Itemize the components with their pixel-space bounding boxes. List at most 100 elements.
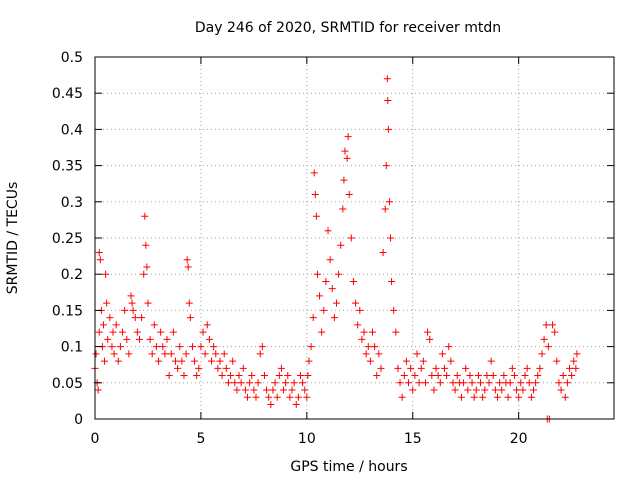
- data-point: [307, 343, 315, 351]
- data-point: [163, 335, 171, 343]
- data-point: [379, 248, 387, 256]
- data-point: [555, 379, 563, 387]
- y-axis-label: SRMTID / TECUs: [5, 182, 21, 295]
- data-point: [169, 328, 177, 336]
- data-point: [116, 343, 124, 351]
- data-point: [483, 372, 491, 380]
- data-point: [143, 263, 151, 271]
- data-point: [104, 335, 112, 343]
- data-point: [438, 350, 446, 358]
- data-point: [544, 343, 552, 351]
- data-point: [428, 372, 436, 380]
- data-point: [557, 386, 565, 394]
- data-point: [119, 328, 127, 336]
- data-point: [354, 321, 362, 329]
- data-point: [155, 357, 163, 365]
- data-point: [407, 364, 415, 372]
- data-point: [441, 364, 449, 372]
- data-point: [570, 357, 578, 365]
- data-point: [326, 256, 334, 264]
- data-point: [121, 306, 129, 314]
- y-tick-label: 0: [74, 412, 83, 428]
- data-point: [141, 212, 149, 220]
- data-point: [186, 314, 194, 322]
- data-point: [398, 393, 406, 401]
- data-point: [222, 364, 230, 372]
- data-point: [231, 379, 239, 387]
- data-point: [519, 386, 527, 394]
- data-point: [375, 350, 383, 358]
- data-point: [185, 299, 193, 307]
- data-point: [430, 386, 438, 394]
- data-point: [205, 335, 213, 343]
- data-point: [273, 393, 281, 401]
- data-point: [536, 364, 544, 372]
- data-point: [496, 379, 504, 387]
- data-point: [449, 379, 457, 387]
- data-point: [108, 343, 116, 351]
- data-point: [157, 328, 165, 336]
- data-point: [366, 357, 374, 365]
- data-point: [309, 314, 317, 322]
- data-point: [392, 328, 400, 336]
- data-point: [341, 147, 349, 155]
- data-point: [292, 401, 300, 409]
- data-point: [506, 379, 514, 387]
- data-point: [436, 379, 444, 387]
- data-point: [159, 343, 167, 351]
- data-point: [451, 386, 459, 394]
- data-point: [322, 277, 330, 285]
- y-tick-label: 0.05: [52, 376, 83, 392]
- data-point: [244, 393, 252, 401]
- data-point: [384, 96, 392, 104]
- data-point: [432, 364, 440, 372]
- data-point: [409, 386, 417, 394]
- data-point: [504, 393, 512, 401]
- data-point: [161, 350, 169, 358]
- data-point: [457, 393, 465, 401]
- grid-lines: [95, 57, 614, 419]
- data-point: [381, 205, 389, 213]
- data-point: [123, 335, 131, 343]
- data-point: [133, 328, 141, 336]
- data-point: [254, 379, 262, 387]
- data-point: [304, 372, 312, 380]
- data-point: [142, 241, 150, 249]
- data-point: [229, 357, 237, 365]
- y-tick-label: 0.15: [52, 303, 83, 319]
- data-point: [553, 357, 561, 365]
- data-point: [443, 372, 451, 380]
- data-point: [267, 401, 275, 409]
- data-point: [94, 386, 102, 394]
- data-point: [250, 386, 258, 394]
- data-point: [349, 277, 357, 285]
- data-point: [125, 350, 133, 358]
- data-point: [140, 270, 148, 278]
- data-point: [491, 386, 499, 394]
- data-point: [447, 357, 455, 365]
- y-tick-label: 0.5: [61, 50, 83, 66]
- data-point: [566, 364, 574, 372]
- data-point: [324, 227, 332, 235]
- data-point: [384, 125, 392, 133]
- data-point: [301, 386, 309, 394]
- data-point: [573, 350, 581, 358]
- data-point: [369, 328, 377, 336]
- data-point: [95, 248, 103, 256]
- data-point: [462, 364, 470, 372]
- data-point: [500, 372, 508, 380]
- data-point: [390, 306, 398, 314]
- data-point: [382, 162, 390, 170]
- data-point: [508, 364, 516, 372]
- data-point: [148, 350, 156, 358]
- data-point: [356, 306, 364, 314]
- x-tick-label: 5: [196, 431, 205, 447]
- data-point: [542, 321, 550, 329]
- data-point: [106, 314, 114, 322]
- y-tick-label: 0.45: [52, 86, 83, 102]
- data-point: [131, 314, 139, 322]
- data-point: [183, 256, 191, 264]
- data-point: [352, 299, 360, 307]
- y-tick-label: 0.25: [52, 231, 83, 247]
- data-point: [201, 350, 209, 358]
